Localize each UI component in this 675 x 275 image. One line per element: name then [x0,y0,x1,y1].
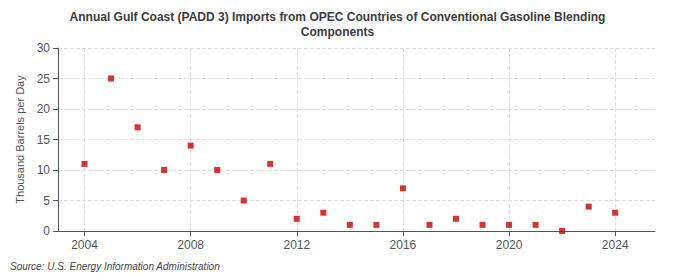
svg-text:2012: 2012 [283,238,310,252]
svg-text:30: 30 [37,41,51,55]
svg-text:15: 15 [37,133,51,147]
svg-text:2004: 2004 [71,238,98,252]
svg-text:2008: 2008 [177,238,204,252]
svg-text:5: 5 [43,194,50,208]
svg-text:Components: Components [301,25,375,39]
svg-text:25: 25 [37,72,51,86]
svg-text:2024: 2024 [602,238,629,252]
svg-text:0: 0 [43,224,50,238]
svg-text:2016: 2016 [390,238,417,252]
svg-text:2020: 2020 [496,238,523,252]
svg-text:20: 20 [37,102,51,116]
svg-text:10: 10 [37,163,51,177]
svg-text:Source: U.S. Energy Informatio: Source: U.S. Energy Information Administ… [10,261,220,272]
svg-text:Thousand Barrels per Day: Thousand Barrels per Day [14,75,26,204]
svg-text:Annual Gulf Coast (PADD 3) Imp: Annual Gulf Coast (PADD 3) Imports from … [70,10,606,24]
